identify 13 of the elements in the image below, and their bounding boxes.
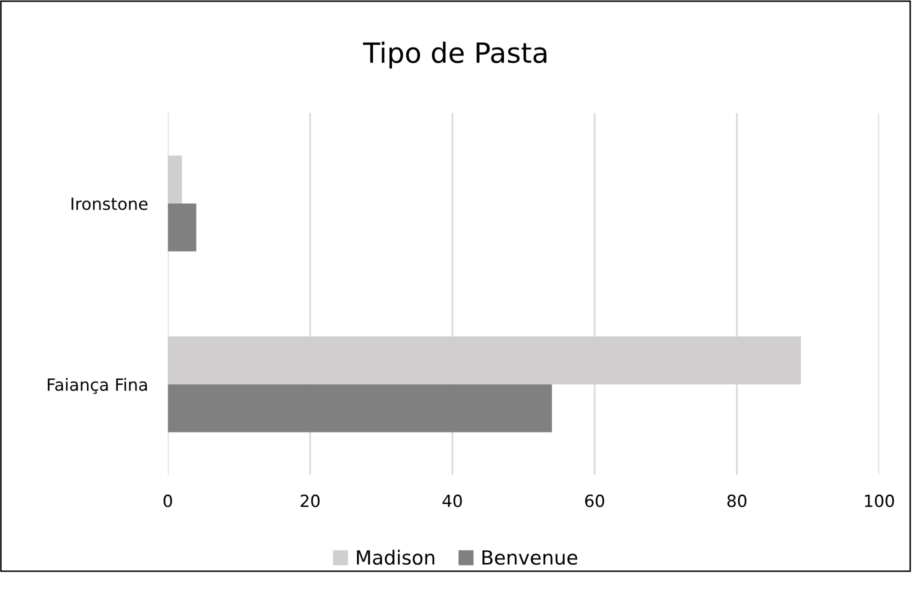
legend-label: Benvenue bbox=[482, 550, 578, 565]
y-tick-label: Ironstone bbox=[72, 198, 148, 210]
chart-title: Tipo de Pasta bbox=[363, 42, 546, 69]
legend-label: Madison bbox=[356, 550, 434, 565]
y-tick-label: Faiança Fina bbox=[48, 378, 147, 394]
x-tick-label: 40 bbox=[442, 494, 462, 508]
bar bbox=[168, 384, 552, 432]
x-tick-label: 0 bbox=[164, 494, 172, 508]
x-tick-label: 60 bbox=[585, 494, 604, 508]
bar bbox=[168, 203, 196, 252]
x-tick-label: 80 bbox=[727, 494, 746, 508]
x-tick-label: 20 bbox=[300, 494, 320, 508]
x-tick-label: 100 bbox=[865, 494, 894, 508]
